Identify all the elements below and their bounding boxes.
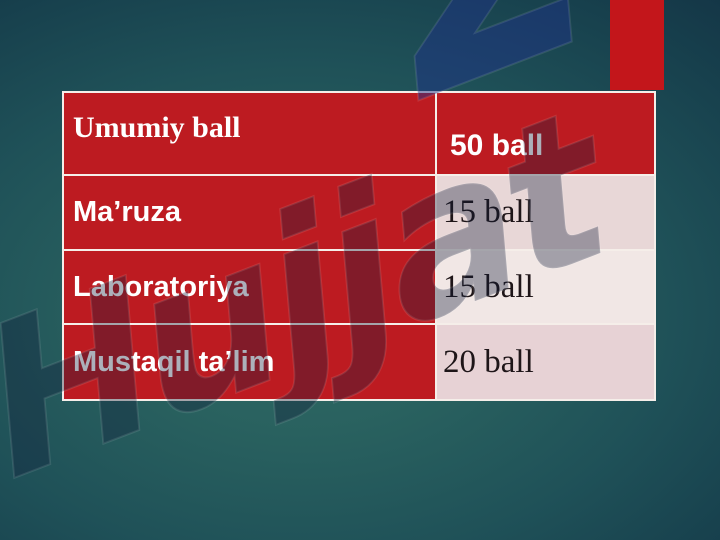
table-row-label: Mustaqil ta’lim xyxy=(64,325,435,399)
row-label-laboratoriya: Laboratoriya xyxy=(73,270,249,303)
row-value-mustaqil-talim: 20 ball xyxy=(443,343,534,380)
header-category-label: Umumiy ball xyxy=(73,110,241,144)
row-label-mustaqil-talim: Mustaqil ta’lim xyxy=(73,345,275,378)
row-value-maruza: 15 ball xyxy=(443,194,534,230)
corner-accent-bar xyxy=(610,0,664,90)
table-row-label: Ma’ruza xyxy=(64,176,435,249)
row-label-maruza: Ma’ruza xyxy=(73,196,181,228)
header-cell-total: 50 ball xyxy=(437,93,654,174)
table-row-value: 20 ball xyxy=(437,325,654,399)
table-row-label: Laboratoriya xyxy=(64,251,435,323)
header-cell-category: Umumiy ball xyxy=(64,93,435,174)
grade-table: Umumiy ball 50 ball Ma’ruza 15 ball Labo… xyxy=(62,91,656,401)
table-row-value: 15 ball xyxy=(437,251,654,323)
header-total-label: 50 ball xyxy=(450,129,544,162)
row-value-laboratoriya: 15 ball xyxy=(443,268,534,305)
table-row-value: 15 ball xyxy=(437,176,654,249)
